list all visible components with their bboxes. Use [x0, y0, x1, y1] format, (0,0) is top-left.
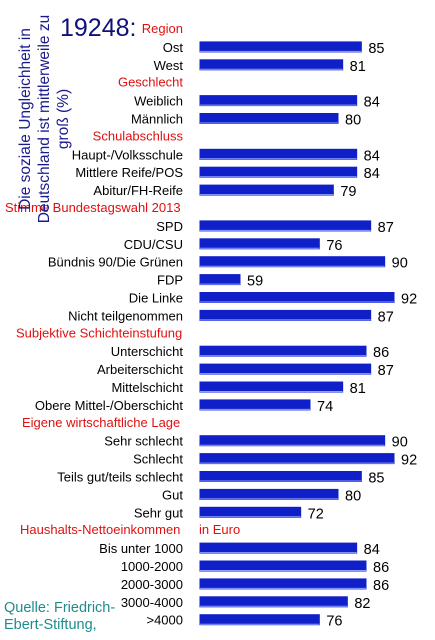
category-label: FDP: [157, 273, 183, 288]
data-label: 76: [326, 238, 342, 254]
bar: [198, 487, 340, 501]
data-label: 92: [401, 453, 417, 469]
data-label: 59: [247, 274, 263, 290]
bar: [198, 505, 303, 519]
data-label: 87: [378, 309, 394, 325]
data-label: 86: [373, 578, 389, 594]
group-header: Schulabschluss: [93, 128, 184, 143]
bar: [198, 183, 335, 197]
data-label: 80: [345, 488, 361, 504]
data-label: 72: [308, 506, 324, 522]
bar: [198, 595, 349, 609]
bar: [198, 541, 359, 555]
group-header: Region: [142, 21, 183, 36]
data-label: 86: [373, 560, 389, 576]
data-label: 85: [368, 41, 384, 57]
bar: [198, 470, 363, 483]
group-header: Subjektive Schichteinstufung: [16, 325, 182, 340]
bar: [198, 147, 359, 161]
category-label: Abitur/FH-Reife: [93, 183, 183, 198]
bar: [198, 58, 345, 72]
data-label: 84: [364, 95, 380, 111]
data-label: 84: [364, 166, 380, 182]
category-label: Gut: [162, 487, 183, 502]
bar: [198, 40, 363, 54]
source-note: Quelle: Friedrich-Ebert-Stiftung,: [4, 600, 116, 633]
data-label: 82: [354, 596, 370, 612]
data-label: 87: [378, 363, 394, 379]
bar: [198, 273, 242, 287]
category-label: Ost: [163, 40, 184, 55]
bar: [198, 112, 340, 125]
data-label: 79: [340, 184, 356, 200]
bar: [198, 577, 368, 591]
group-header: Geschlecht: [118, 75, 183, 90]
category-label: Schlecht: [133, 452, 183, 467]
category-label: 2000-3000: [121, 577, 183, 592]
bar: [198, 219, 373, 233]
category-label: 3000-4000: [121, 595, 183, 610]
category-label: Männlich: [131, 112, 183, 127]
bar: [198, 94, 359, 108]
category-label: Obere Mittel-/Oberschicht: [35, 398, 183, 413]
category-label: Haupt-/Volksschule: [72, 147, 183, 162]
bar: [198, 344, 368, 358]
bar: [198, 255, 387, 269]
category-label: West: [154, 58, 184, 73]
data-label: 76: [326, 614, 342, 630]
bar: [198, 308, 373, 322]
data-label: 90: [392, 256, 408, 272]
category-label: Mittlere Reife/POS: [75, 165, 183, 180]
category-label: Sehr schlecht: [104, 434, 183, 449]
bar: [198, 237, 321, 251]
category-label: Bis unter 1000: [99, 541, 183, 556]
bar: [198, 613, 321, 627]
category-label: Die Linke: [129, 291, 183, 306]
category-label: Sehr gut: [134, 505, 184, 520]
data-label: 80: [345, 113, 361, 129]
category-label: Nicht teilgenommen: [68, 308, 183, 323]
category-label: Arbeiterschicht: [97, 362, 183, 377]
data-label: 92: [401, 292, 417, 308]
group-header: Eigene wirtschaftliche Lage: [22, 415, 180, 430]
data-label: 85: [368, 471, 384, 487]
bar: [198, 434, 387, 448]
bar: [198, 165, 359, 179]
bar: [198, 398, 312, 412]
data-label: 81: [350, 59, 366, 75]
group-header: Stimme Bundestagswahl 2013: [5, 200, 181, 215]
data-label: 87: [378, 220, 394, 236]
bar: [198, 291, 396, 304]
group-note: in Euro: [199, 522, 240, 537]
group-header: Haushalts-Nettoeinkommen: [20, 522, 180, 537]
data-label: 74: [317, 399, 333, 415]
bar: [198, 452, 396, 466]
category-label: Teils gut/teils schlecht: [57, 470, 183, 485]
bar: [198, 559, 368, 573]
data-label: 86: [373, 345, 389, 361]
category-label: SPD: [156, 219, 183, 234]
category-label: >4000: [146, 613, 183, 628]
category-label: Weiblich: [134, 94, 183, 109]
data-label: 84: [364, 542, 380, 558]
category-label: 1000-2000: [121, 559, 183, 574]
bar: [198, 362, 373, 376]
bar: [198, 380, 345, 394]
data-label: 90: [392, 435, 408, 451]
data-label: 84: [364, 148, 380, 164]
category-label: Bündnis 90/Die Grünen: [48, 255, 183, 270]
category-label: Mittelschicht: [111, 380, 183, 395]
survey-code: 19248:: [60, 14, 137, 42]
data-label: 81: [350, 381, 366, 397]
category-label: CDU/CSU: [124, 237, 183, 252]
category-label: Unterschicht: [111, 344, 184, 359]
